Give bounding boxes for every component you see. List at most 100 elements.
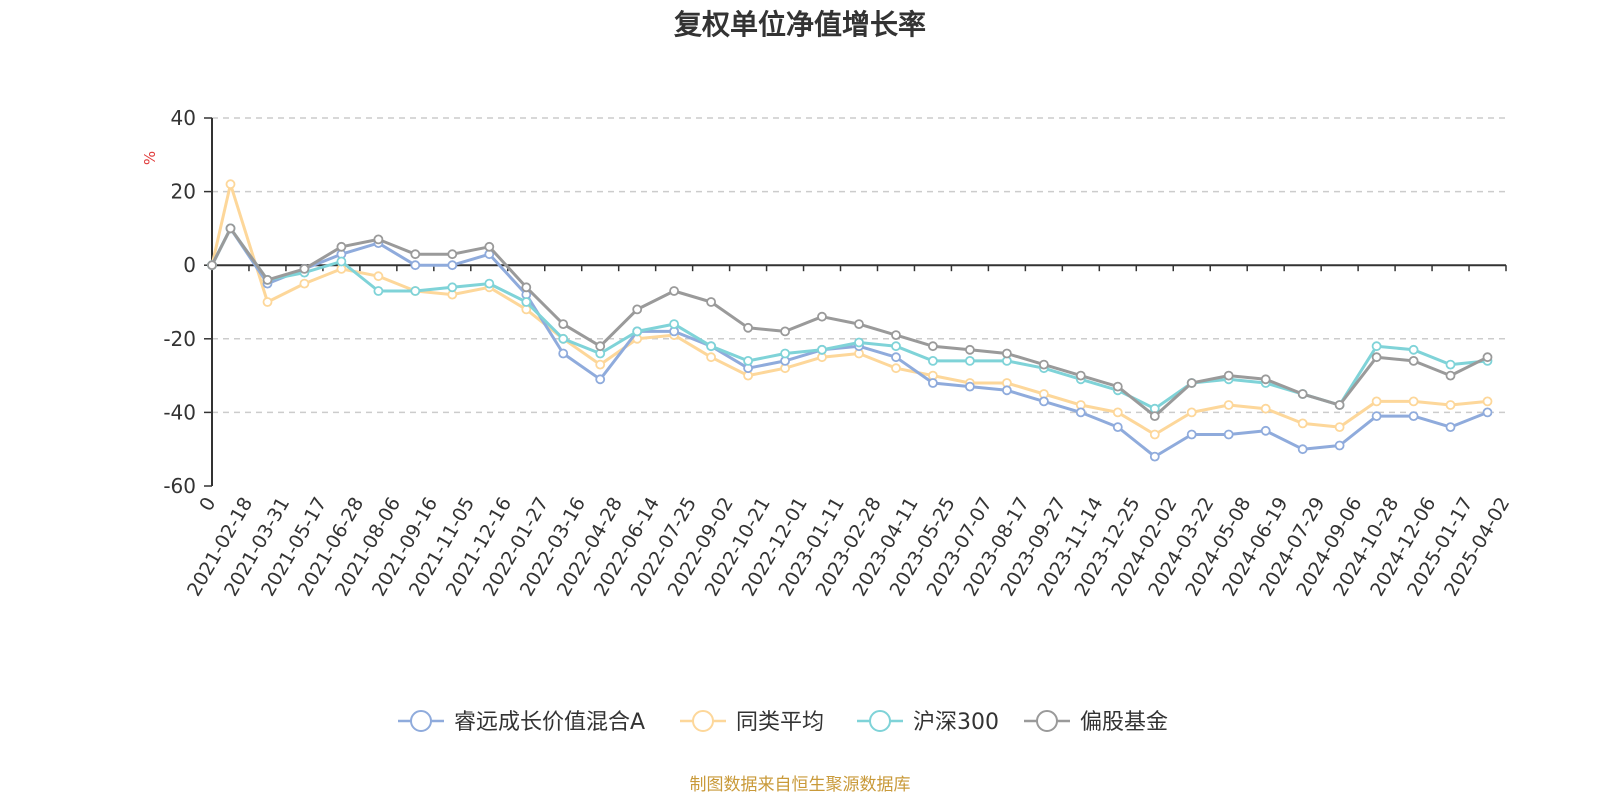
data-point bbox=[1371, 411, 1382, 422]
data-point bbox=[817, 344, 827, 355]
series-line bbox=[210, 226, 1489, 459]
data-point bbox=[1297, 418, 1308, 429]
grid-lines bbox=[212, 117, 1506, 414]
data-point bbox=[706, 297, 716, 307]
data-point bbox=[817, 311, 827, 322]
data-point bbox=[447, 282, 458, 293]
legend-item[interactable]: 睿远成长价值混合A bbox=[398, 710, 645, 735]
data-point bbox=[928, 341, 938, 352]
data-point bbox=[225, 223, 236, 234]
legend-circle-icon bbox=[869, 710, 891, 732]
data-point bbox=[336, 256, 347, 267]
y-tick-label: 20 bbox=[171, 180, 196, 204]
data-point bbox=[928, 378, 938, 388]
data-point bbox=[484, 241, 495, 252]
y-tick-label: -40 bbox=[163, 400, 196, 424]
data-point bbox=[1482, 352, 1493, 363]
series-3 bbox=[207, 223, 1493, 422]
data-point bbox=[410, 249, 421, 260]
data-point bbox=[595, 359, 606, 370]
data-point bbox=[1223, 400, 1234, 410]
data-point bbox=[1408, 344, 1419, 355]
data-point bbox=[207, 260, 217, 271]
data-point bbox=[1408, 396, 1419, 407]
data-point bbox=[669, 286, 679, 296]
data-point bbox=[1334, 422, 1345, 433]
data-point bbox=[373, 271, 384, 282]
series-1 bbox=[207, 179, 1493, 440]
data-point bbox=[558, 319, 569, 330]
data-point bbox=[1039, 359, 1049, 370]
series-line bbox=[210, 226, 1488, 411]
legend-label: 偏股基金 bbox=[1080, 710, 1168, 735]
data-point bbox=[1002, 385, 1012, 396]
axes: -60-40-200204002021-02-182021-03-312021-… bbox=[163, 106, 1514, 600]
data-point bbox=[595, 341, 606, 352]
data-point bbox=[558, 333, 569, 344]
data-point bbox=[1186, 407, 1197, 418]
series-lines bbox=[207, 179, 1493, 462]
data-point bbox=[1445, 370, 1456, 381]
legend-circle-icon bbox=[410, 710, 432, 732]
data-point bbox=[1482, 396, 1493, 407]
data-point bbox=[1149, 429, 1160, 440]
data-point bbox=[1223, 370, 1234, 381]
data-point bbox=[558, 348, 569, 359]
data-point bbox=[1445, 422, 1456, 433]
legend-item[interactable]: 偏股基金 bbox=[1024, 710, 1168, 735]
data-point bbox=[373, 234, 384, 245]
data-point bbox=[1186, 429, 1197, 440]
series-line bbox=[210, 226, 1489, 418]
data-point bbox=[1334, 440, 1345, 451]
data-point bbox=[965, 355, 975, 366]
data-point bbox=[1408, 411, 1419, 422]
y-tick-label: 0 bbox=[183, 253, 196, 277]
data-point bbox=[484, 278, 495, 289]
source-note: 制图数据来自恒生聚源数据库 bbox=[690, 775, 911, 795]
data-point bbox=[743, 355, 753, 366]
data-point bbox=[1260, 403, 1271, 414]
data-point bbox=[299, 278, 310, 289]
data-point bbox=[262, 274, 273, 285]
data-point bbox=[891, 330, 901, 341]
data-point bbox=[1371, 396, 1382, 407]
legend[interactable]: 睿远成长价值混合A 同类平均 沪深300 偏股基金 bbox=[398, 710, 1168, 735]
data-point bbox=[1482, 407, 1493, 418]
y-tick-label: -60 bbox=[163, 474, 196, 498]
data-point bbox=[373, 286, 384, 296]
data-point bbox=[1112, 422, 1123, 433]
legend-item[interactable]: 沪深300 bbox=[857, 710, 999, 735]
data-point bbox=[1297, 444, 1308, 455]
legend-label: 睿远成长价值混合A bbox=[454, 710, 645, 735]
data-point bbox=[965, 381, 975, 392]
data-point bbox=[595, 374, 606, 385]
data-point bbox=[299, 263, 310, 274]
data-point bbox=[410, 260, 421, 271]
data-point bbox=[447, 260, 458, 271]
data-point bbox=[1075, 370, 1086, 381]
data-point bbox=[891, 352, 901, 363]
legend-item[interactable]: 同类平均 bbox=[680, 710, 824, 735]
data-point bbox=[891, 363, 901, 374]
data-point bbox=[632, 326, 643, 337]
data-point bbox=[1445, 359, 1456, 370]
data-point bbox=[262, 297, 273, 307]
data-point bbox=[706, 341, 716, 352]
data-point bbox=[780, 348, 790, 359]
data-point bbox=[743, 322, 753, 333]
data-point bbox=[1149, 411, 1160, 422]
data-point bbox=[336, 241, 347, 252]
data-point bbox=[1223, 429, 1234, 440]
y-tick-label: 40 bbox=[171, 106, 196, 130]
data-point bbox=[928, 355, 938, 366]
data-point bbox=[1002, 348, 1012, 359]
series-2 bbox=[207, 223, 1493, 414]
chart-title: 复权单位净值增长率 bbox=[674, 8, 926, 41]
data-point bbox=[706, 352, 716, 363]
data-point bbox=[854, 337, 864, 348]
x-tick-label: 0 bbox=[195, 494, 220, 515]
data-point bbox=[1149, 451, 1160, 462]
data-point bbox=[1039, 396, 1049, 407]
data-point bbox=[1075, 407, 1086, 418]
